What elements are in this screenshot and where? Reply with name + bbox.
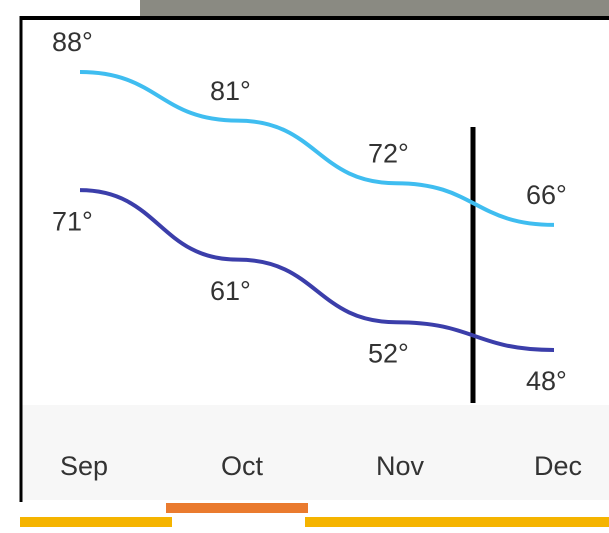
bottom-bar	[305, 517, 609, 527]
month-tab[interactable]: Oct	[221, 451, 264, 481]
temperature-line	[79, 188, 555, 352]
month-tab[interactable]: Nov	[376, 451, 425, 481]
photo-strip	[140, 0, 609, 16]
month-tab[interactable]: Sep	[60, 451, 108, 481]
value-label: 72°	[368, 138, 409, 168]
temperature-line	[79, 70, 555, 227]
bottom-bar	[20, 517, 172, 527]
value-label: 81°	[210, 76, 251, 106]
value-label: 48°	[526, 366, 567, 396]
value-label: 61°	[210, 276, 251, 306]
value-label: 71°	[52, 206, 93, 236]
value-label: 52°	[368, 338, 409, 368]
month-tab[interactable]: Dec	[534, 451, 582, 481]
month-bar	[20, 405, 609, 500]
selected-underline	[166, 503, 308, 513]
value-label: 66°	[526, 180, 567, 210]
value-label: 88°	[52, 27, 93, 57]
